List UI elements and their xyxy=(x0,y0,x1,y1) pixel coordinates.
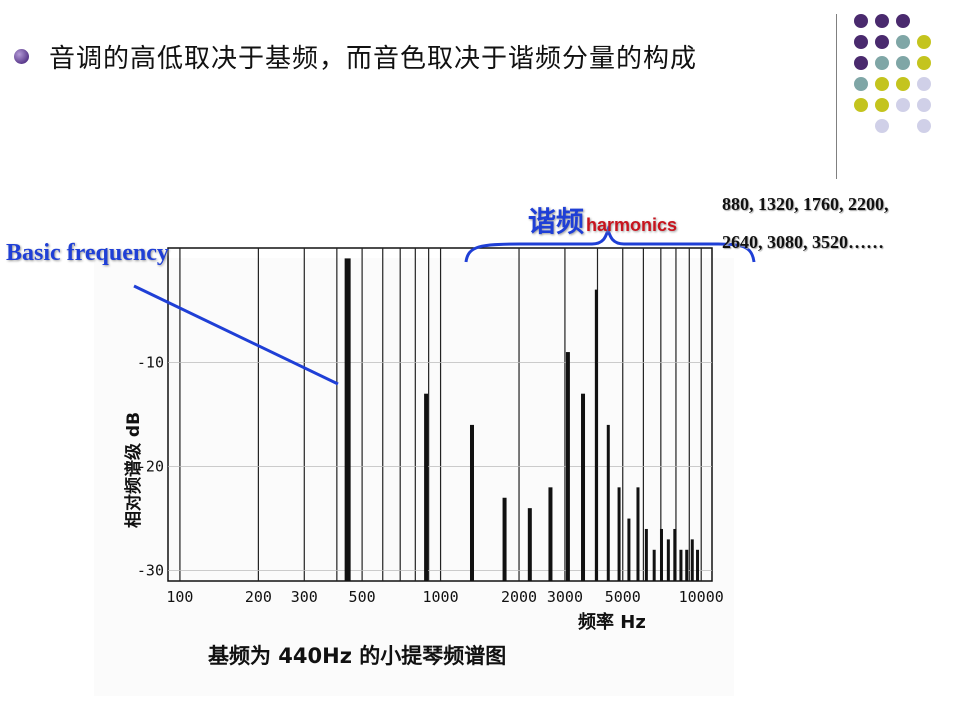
x-tick-label: 300 xyxy=(291,588,318,606)
spectrum-bar xyxy=(690,539,694,581)
decorative-dot xyxy=(875,35,889,49)
chart-caption: 基频为 440Hz 的小提琴频谱图 xyxy=(208,644,506,668)
decorative-divider xyxy=(836,14,837,179)
x-tick-label: 500 xyxy=(349,588,376,606)
decorative-dot xyxy=(875,98,889,112)
spectrum-bar xyxy=(652,549,656,581)
spectrum-bar xyxy=(527,508,532,581)
decorative-dot xyxy=(875,14,889,28)
spectrum-bar xyxy=(548,487,553,581)
spectrum-bar xyxy=(606,424,610,581)
bullet-dot-icon xyxy=(14,49,29,64)
spectrum-bar xyxy=(644,528,648,581)
decorative-dot xyxy=(896,14,910,28)
bullet-text: 音调的高低取决于基频，而音色取决于谐频分量的构成 xyxy=(49,44,698,74)
scanned-figure-background xyxy=(94,258,734,696)
spectrum-bar xyxy=(424,393,429,581)
harmonics-cn-label: 谐频 xyxy=(528,205,585,238)
decorative-dot xyxy=(917,56,931,70)
spectrum-bar xyxy=(673,528,677,581)
x-tick-label: 1000 xyxy=(423,588,459,606)
decorative-dot xyxy=(854,98,868,112)
harmonics-label: 谐频 harmonics xyxy=(528,200,677,240)
harmonic-list-line-1: 880, 1320, 1760, 2200, xyxy=(722,194,889,214)
y-axis-label: 相对频谱级 dB xyxy=(123,412,144,528)
spectrum-bar xyxy=(502,497,507,581)
spectrum-bar xyxy=(565,352,570,581)
basic-frequency-pointer xyxy=(133,284,339,386)
y-tick-label: -10 xyxy=(137,353,164,371)
spectrum-bar xyxy=(469,424,474,581)
spectrum-bar xyxy=(659,528,663,581)
harmonic-list-line-2: 2640, 3080, 3520…… xyxy=(722,232,884,252)
decorative-dot xyxy=(875,119,889,133)
decorative-dot xyxy=(854,35,868,49)
decorative-dot xyxy=(854,77,868,91)
spectrum-bar xyxy=(344,258,351,581)
decorative-dot xyxy=(917,77,931,91)
decorative-dot xyxy=(896,98,910,112)
decorative-dot xyxy=(917,98,931,112)
x-axis-label: 频率 Hz xyxy=(578,611,646,633)
harmonics-en-label: harmonics xyxy=(586,215,678,235)
decorative-dot-grid xyxy=(854,14,931,133)
spectrum-bar xyxy=(666,539,670,581)
basic-frequency-label: Basic frequency xyxy=(6,240,169,266)
decorative-dot xyxy=(854,14,868,28)
decorative-dot xyxy=(896,77,910,91)
y-tick-label: -30 xyxy=(137,562,164,580)
spectrum-bar xyxy=(679,549,683,581)
x-tick-label: 10000 xyxy=(679,588,724,606)
spectrum-bar xyxy=(594,289,598,581)
spectrum-bar xyxy=(627,518,631,581)
bullet-item: 音调的高低取决于基频，而音色取决于谐频分量的构成 xyxy=(14,38,697,75)
decorative-dot xyxy=(896,35,910,49)
decorative-dot xyxy=(875,56,889,70)
decorative-dot xyxy=(854,56,868,70)
spectrum-bar xyxy=(696,549,700,581)
x-tick-label: 5000 xyxy=(605,588,641,606)
decorative-dot xyxy=(917,35,931,49)
x-tick-label: 200 xyxy=(245,588,272,606)
decorative-dot xyxy=(875,77,889,91)
y-tick-label: -20 xyxy=(137,458,164,476)
spectrum-bar xyxy=(581,393,586,581)
x-tick-label: 100 xyxy=(166,588,193,606)
spectrum-bar xyxy=(617,487,621,581)
harmonics-brace xyxy=(464,225,756,263)
decorative-dot xyxy=(917,119,931,133)
decorative-dot xyxy=(896,56,910,70)
spectrum-bar xyxy=(685,549,689,581)
x-tick-label: 3000 xyxy=(547,588,583,606)
x-tick-label: 2000 xyxy=(501,588,537,606)
spectrum-bar xyxy=(636,487,640,581)
